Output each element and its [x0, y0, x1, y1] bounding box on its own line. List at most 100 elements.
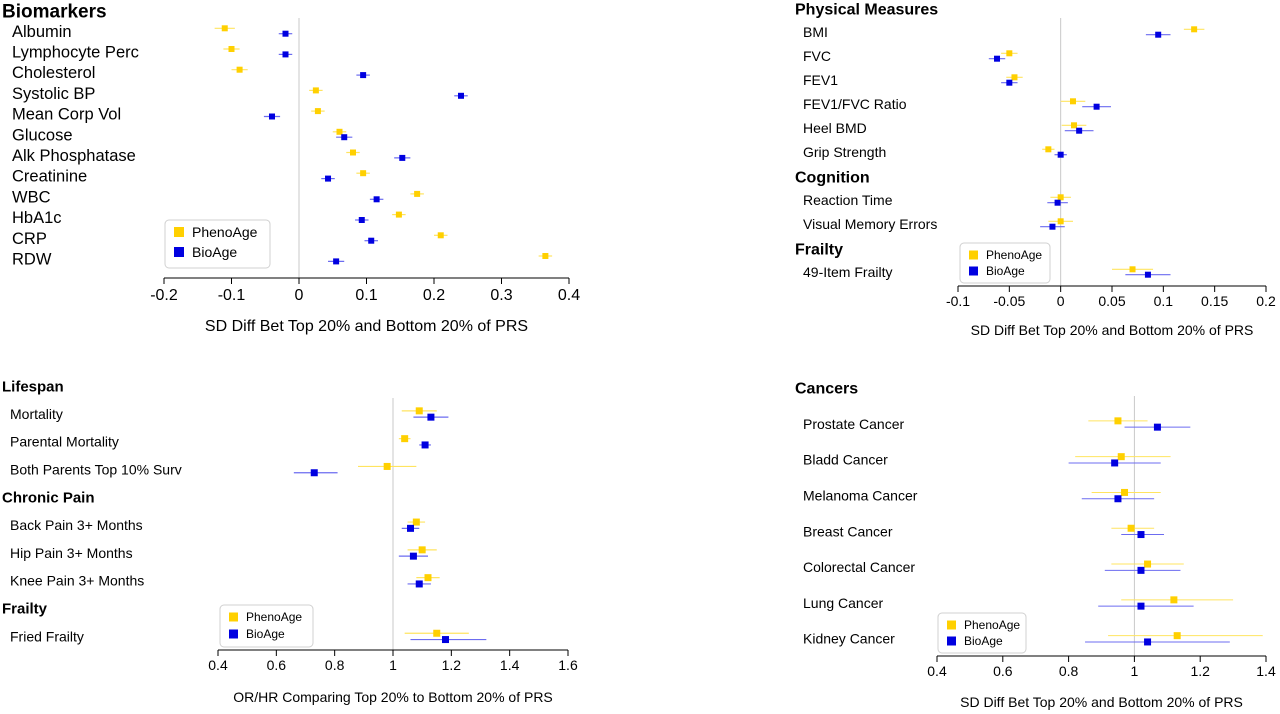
x-tick-label: 0.2 [423, 287, 445, 304]
x-tick-label: 0 [295, 287, 304, 304]
bioage-point [1144, 271, 1151, 278]
bioage-point [360, 72, 367, 79]
row-label: RDW [12, 250, 52, 268]
row-label: Prostate Cancer [803, 416, 904, 432]
legend: PhenoAge BioAge [937, 612, 1027, 654]
phenoage-point [415, 407, 423, 415]
bioage-point [325, 175, 332, 182]
phenoage-point [312, 87, 319, 94]
legend-swatch-bioage [969, 266, 978, 276]
bioage-point [1137, 531, 1145, 539]
x-tick-label: 0.6 [993, 663, 1013, 679]
x-tick-label: 0.05 [1098, 293, 1125, 309]
bioage-point [1111, 459, 1119, 467]
legend-swatch-phenoage [174, 227, 184, 237]
row-label: Hip Pain 3+ Months [10, 545, 133, 561]
row-label: Back Pain 3+ Months [10, 517, 143, 533]
x-tick-label: -0.1 [946, 293, 970, 309]
bioage-point [994, 55, 1001, 62]
group-heading: Lifespan [2, 378, 64, 395]
legend-swatch-phenoage [969, 250, 978, 260]
phenoage-point [360, 170, 367, 177]
x-tick-label: -0.1 [218, 287, 246, 304]
x-tick-label: 0.8 [1059, 663, 1079, 679]
bioage-point [282, 30, 289, 37]
phenoage-point [314, 108, 321, 115]
x-axis-label: SD Diff Bet Top 20% and Bottom 20% of PR… [205, 318, 528, 335]
row-label: FEV1/FVC Ratio [803, 96, 907, 112]
bioage-point [1153, 423, 1161, 431]
bioage-point [310, 469, 318, 477]
panel-lifespan: 0.4 0.6 0.8 1 1.2 1.4 1.6 OR/HR Comparing Top 2… [2, 378, 578, 705]
bioage-point [458, 92, 464, 99]
phenoage-point [1129, 266, 1136, 273]
x-tick-label: 1.2 [442, 657, 462, 673]
x-tick-label: 0.1 [1154, 293, 1174, 309]
phenoage-point [1006, 50, 1013, 57]
phenoage-point [1057, 218, 1064, 225]
phenoage-point [236, 66, 243, 73]
phenoage-point [1144, 560, 1152, 568]
group-heading: Biomarkers [2, 2, 107, 23]
row-label: Albumin [12, 23, 72, 41]
panel-cancers: 0.4 0.6 0.8 1 1.2 1.4 SD Diff Bet Top 20% and … [795, 381, 1276, 710]
x-tick-label: 1.6 [558, 657, 578, 673]
legend-box [164, 219, 271, 269]
row-label: Both Parents Top 10% Surv [10, 462, 182, 478]
phenoage-point [228, 46, 235, 52]
phenoage-point [395, 211, 402, 218]
row-label: Grip Strength [803, 144, 886, 160]
x-axis-label: SD Diff Bet Top 20% and Bottom 20% of PR… [971, 322, 1254, 338]
legend-label-phenoage: PhenoAge [246, 610, 302, 624]
bioage-point [407, 524, 414, 532]
row-label: Systolic BP [12, 85, 95, 103]
row-label: FEV1 [803, 72, 838, 88]
phenoage-point [437, 232, 444, 239]
legend-box [959, 242, 1051, 284]
panel-biomarkers: -0.2 -0.1 0 0.1 0.2 0.3 0.4 SD Diff Bet Top 20%… [2, 2, 580, 335]
bioage-point [421, 441, 429, 449]
row-label: Lung Cancer [803, 595, 884, 611]
bioage-point [368, 237, 375, 244]
legend-label-bioage: BioAge [192, 244, 237, 260]
bioage-point [333, 258, 340, 265]
legend-swatch-phenoage [229, 612, 238, 622]
row-label: Breast Cancer [803, 523, 893, 539]
legend-label-phenoage: PhenoAge [986, 248, 1042, 262]
row-label: Glucose [12, 126, 73, 144]
phenoage-point [1170, 596, 1178, 604]
phenoage-point [383, 462, 391, 470]
x-tick-label: 1 [389, 657, 397, 673]
x-axis-label: OR/HR Comparing Top 20% to Bottom 20% of… [233, 689, 553, 705]
phenoage-point [1011, 74, 1018, 81]
bioage-point [269, 113, 275, 120]
row-label: CRP [12, 230, 47, 248]
phenoage-point [418, 546, 426, 554]
group-heading: Cancers [795, 381, 858, 398]
phenoage-point [336, 128, 343, 135]
x-tick-label: -0.05 [993, 293, 1025, 309]
phenoage-point [1191, 26, 1198, 33]
row-label: Mortality [10, 406, 63, 422]
row-label: Heel BMD [803, 120, 867, 136]
x-tick-label: 0.8 [325, 657, 345, 673]
bioage-point [1054, 199, 1061, 206]
x-tick-label: 0.4 [208, 657, 228, 673]
phenoage-point [401, 435, 409, 443]
x-tick-label: -0.2 [150, 287, 178, 304]
bioage-point [1137, 566, 1145, 574]
bioage-point [1057, 151, 1064, 158]
row-label: Lymphocyte Perc [12, 43, 139, 61]
row-label: Kidney Cancer [803, 631, 895, 647]
row-label: Fried Frailty [10, 628, 84, 644]
row-label: Visual Memory Errors [803, 216, 937, 232]
bioage-point [1137, 602, 1145, 610]
bioage-point [358, 217, 365, 223]
phenoage-point [221, 25, 228, 32]
x-tick-label: 0.2 [1256, 293, 1276, 309]
legend-label-phenoage: PhenoAge [964, 618, 1020, 632]
x-tick-label: 0.4 [558, 287, 580, 304]
group-heading: Frailty [2, 601, 48, 618]
legend-swatch-bioage [229, 629, 238, 639]
row-label: WBC [12, 188, 51, 206]
